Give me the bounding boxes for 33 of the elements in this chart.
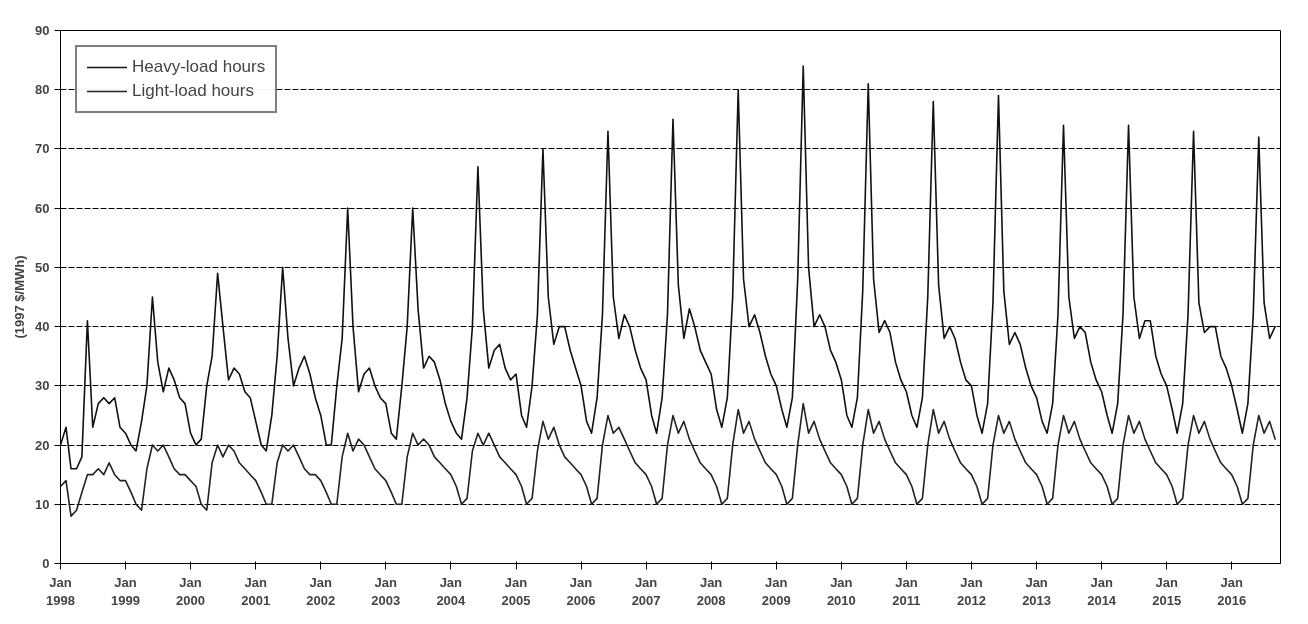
y-tick-label: 50	[35, 259, 50, 275]
y-axis-title: (1997 $/MWh)	[12, 255, 28, 339]
x-tick-label: Jan 2007	[631, 574, 661, 608]
y-tick-label: 70	[35, 141, 50, 157]
y-tick-label: 80	[35, 82, 50, 98]
x-tick-label: Jan 2013	[1022, 574, 1052, 608]
legend-label: Heavy-load hours	[132, 57, 266, 77]
x-tick-label: Jan 2009	[761, 574, 791, 608]
x-tick-label: Jan 1998	[46, 574, 75, 608]
y-tick-label: 30	[35, 378, 50, 394]
x-tick-label: Jan 2005	[501, 574, 531, 608]
legend-label: Light-load hours	[132, 81, 254, 101]
x-tick-label: Jan 2003	[371, 574, 401, 608]
x-tick-label: Jan 2015	[1152, 574, 1182, 608]
x-tick-label: Jan 2008	[696, 574, 726, 608]
x-tick-label: Jan 2016	[1217, 574, 1247, 608]
x-tick-label: Jan 2001	[241, 574, 271, 608]
y-tick-label: 90	[35, 23, 50, 38]
x-tick-label: Jan 2002	[306, 574, 336, 608]
x-tick-label: Jan 2012	[956, 574, 986, 608]
x-tick-label: Jan 2000	[176, 574, 206, 608]
x-tick-label: Jan 2010	[826, 574, 856, 608]
x-tick-label: Jan 2004	[436, 574, 467, 608]
x-tick-label: Jan 2011	[892, 574, 921, 608]
y-tick-label: 10	[35, 496, 50, 512]
line-series	[60, 402, 1276, 517]
y-tick-label: 40	[35, 319, 50, 335]
x-tick-label: Jan 2014	[1087, 574, 1117, 608]
y-tick-label: 60	[35, 200, 50, 216]
x-tick-label: Jan 1999	[111, 574, 140, 608]
x-tick-label: Jan 2006	[566, 574, 596, 608]
y-tick-label: 0	[42, 556, 50, 571]
y-tick-label: 20	[35, 437, 50, 453]
